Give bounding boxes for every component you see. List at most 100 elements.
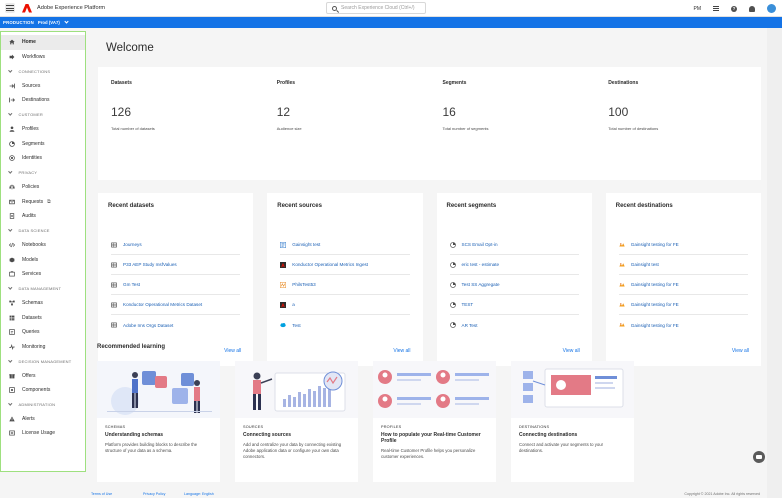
stat-value: 16: [442, 105, 456, 119]
sidebar-item-models[interactable]: Models: [1, 252, 85, 267]
list-item[interactable]: Adobe Ims Orgs Dataset: [111, 315, 240, 335]
stat-segments[interactable]: Segments 16 Total number of segments: [430, 67, 596, 180]
list-item-label: Gainsight testing for FE: [630, 282, 679, 287]
list-item-label: SCS Email Opt-in: [461, 242, 498, 247]
list-item[interactable]: Gainsight testing for FE: [618, 235, 748, 255]
org-switcher[interactable]: PM: [693, 5, 702, 12]
learning-card-sources[interactable]: SOURCES Connecting sources Add and central…: [235, 361, 358, 482]
list-item[interactable]: Gainsight testing for FE: [619, 315, 748, 335]
gainsight-dest-icon: [619, 242, 625, 248]
sidebar-item-home[interactable]: Home: [1, 35, 85, 50]
sidebar-section-decision-management[interactable]: DECISION MANAGEMENT: [1, 354, 85, 368]
list-item[interactable]: Test: [280, 315, 409, 335]
list-item[interactable]: TEST: [449, 295, 579, 315]
stat-profiles[interactable]: Profiles 12 Audience size: [264, 67, 430, 180]
learning-illustration: [97, 361, 220, 418]
list-item[interactable]: Gainsight test: [280, 235, 410, 255]
app-title[interactable]: Adobe Experience Platform: [37, 5, 106, 11]
view-all-link[interactable]: View all: [224, 348, 242, 354]
code-icon: [9, 242, 15, 248]
list-item[interactable]: P33 AEP Study msfValues: [111, 255, 241, 275]
list-item[interactable]: eric test - estimate: [449, 255, 579, 275]
learning-card-schemas[interactable]: SCHEMAS Understanding schemas Platform pro…: [97, 361, 220, 482]
list-item[interactable]: Konductor Operational Metrics Dataset: [111, 295, 241, 315]
left-nav-sidebar: Home Workflows CONNECTIONS Sources Destinati…: [0, 31, 86, 472]
list-item[interactable]: Test SS Aggregate: [449, 275, 579, 295]
sidebar-item-sources[interactable]: Sources: [1, 78, 85, 93]
sandbox-switcher[interactable]: Prod (VA7): [37, 20, 60, 25]
learning-cards-row: SCHEMAS Understanding schemas Platform pro…: [97, 361, 634, 482]
chevron-down-icon: [8, 169, 13, 174]
sidebar-section-data-management[interactable]: DATA MANAGEMENT: [1, 281, 85, 295]
avatar[interactable]: [767, 4, 776, 13]
sidebar-section-label: DECISION MANAGEMENT: [18, 358, 72, 364]
list-item[interactable]: Gainsight testing for FE: [618, 295, 748, 315]
sidebar-item-monitoring[interactable]: Monitoring: [1, 339, 85, 354]
list-item-label: P33 AEP Study msfValues: [123, 262, 177, 267]
stat-caption: Total number of datasets: [111, 126, 155, 131]
sidebar-section-data-science[interactable]: DATA SCIENCE: [1, 224, 85, 238]
sidebar-item-license-usage[interactable]: License Usage: [1, 426, 85, 441]
list-item[interactable]: Gm Test: [111, 275, 241, 295]
sidebar-item-label: Monitoring: [22, 343, 46, 350]
dataset-icon: [111, 322, 117, 328]
privacy-policy-link[interactable]: Privacy Policy: [143, 492, 166, 496]
sidebar-item-identities[interactable]: Identities: [1, 151, 85, 166]
sidebar-item-services[interactable]: Services: [1, 267, 85, 282]
sidebar-item-audits[interactable]: Audits: [1, 209, 85, 224]
list-item[interactable]: Gainsight test: [618, 255, 748, 275]
sidebar-item-notebooks[interactable]: Notebooks: [1, 238, 85, 253]
sidebar-item-requests[interactable]: Requests ⧉: [1, 194, 85, 209]
app-switcher-icon[interactable]: [713, 5, 719, 12]
learning-card-destinations[interactable]: DESTINATIONS Connecting destinations Conne…: [511, 361, 634, 482]
sidebar-item-policies[interactable]: Policies: [1, 180, 85, 195]
chevron-down-icon[interactable]: [64, 19, 69, 24]
datasets-icon: [9, 315, 15, 321]
hamburger-menu-icon[interactable]: [5, 3, 15, 13]
sidebar-item-queries[interactable]: Queries: [1, 325, 85, 340]
view-all-link[interactable]: View all: [731, 348, 749, 354]
recent-list: Gainsight testing for FE Gainsight test Ga…: [618, 235, 748, 335]
list-item[interactable]: Konductor Operational Metrics Ingest: [280, 255, 410, 275]
requests-icon: [9, 199, 15, 205]
stat-label: Profiles: [276, 80, 296, 86]
sidebar-section-connections[interactable]: CONNECTIONS: [1, 64, 85, 78]
sidebar-section-privacy[interactable]: PRIVACY: [1, 166, 85, 180]
list-item[interactable]: Gainsight testing for FE: [618, 275, 748, 295]
sidebar-section-administration[interactable]: ADMINISTRATION: [1, 397, 85, 411]
stats-panel: Datasets 126 Total number of datasets Pr…: [98, 67, 761, 180]
page-scrollbar[interactable]: [767, 28, 782, 498]
notifications-bell-icon[interactable]: [749, 5, 755, 12]
list-item[interactable]: SCS Email Opt-in: [449, 235, 579, 255]
list-item[interactable]: Journeys: [111, 235, 241, 255]
view-all-link[interactable]: View all: [562, 348, 580, 354]
learning-category: SOURCES: [243, 425, 264, 429]
stat-destinations[interactable]: Destinations 100 Total number of destina…: [595, 67, 761, 180]
chat-help-icon[interactable]: [753, 451, 765, 463]
sidebar-item-workflows[interactable]: Workflows: [1, 50, 85, 65]
stat-datasets[interactable]: Datasets 126 Total number of datasets: [98, 67, 264, 180]
search-input[interactable]: Search Experience Cloud (Ctrl+/): [326, 2, 426, 14]
chevron-down-icon: [8, 285, 13, 290]
list-item[interactable]: PhilsTest53: [280, 275, 410, 295]
language-link[interactable]: Language: English: [184, 492, 214, 496]
list-item[interactable]: a: [280, 295, 410, 315]
help-icon[interactable]: ?: [731, 5, 737, 12]
view-all-link[interactable]: View all: [393, 348, 411, 354]
sidebar-item-segments[interactable]: Segments: [1, 136, 85, 151]
sidebar-item-components[interactable]: Components: [1, 383, 85, 398]
sidebar-item-alerts[interactable]: Alerts: [1, 412, 85, 427]
learning-card-profiles[interactable]: PROFILES How to populate your Real-time C…: [373, 361, 496, 482]
sidebar-item-profiles[interactable]: Profiles: [1, 122, 85, 137]
terms-of-use-link[interactable]: Terms of Use: [91, 492, 113, 496]
sidebar-item-destinations[interactable]: Destinations: [1, 93, 85, 108]
queries-icon: [9, 329, 15, 335]
learning-title: Connecting sources: [243, 432, 292, 438]
sidebar-item-offers[interactable]: Offers: [1, 368, 85, 383]
sidebar-item-datasets[interactable]: Datasets: [1, 310, 85, 325]
sidebar-section-customer[interactable]: CUSTOMER: [1, 108, 85, 122]
segment-icon: [449, 322, 456, 328]
segments-icon: [9, 140, 15, 147]
sidebar-item-schemas[interactable]: Schemas: [1, 296, 85, 311]
list-item[interactable]: AR Test: [449, 315, 579, 335]
